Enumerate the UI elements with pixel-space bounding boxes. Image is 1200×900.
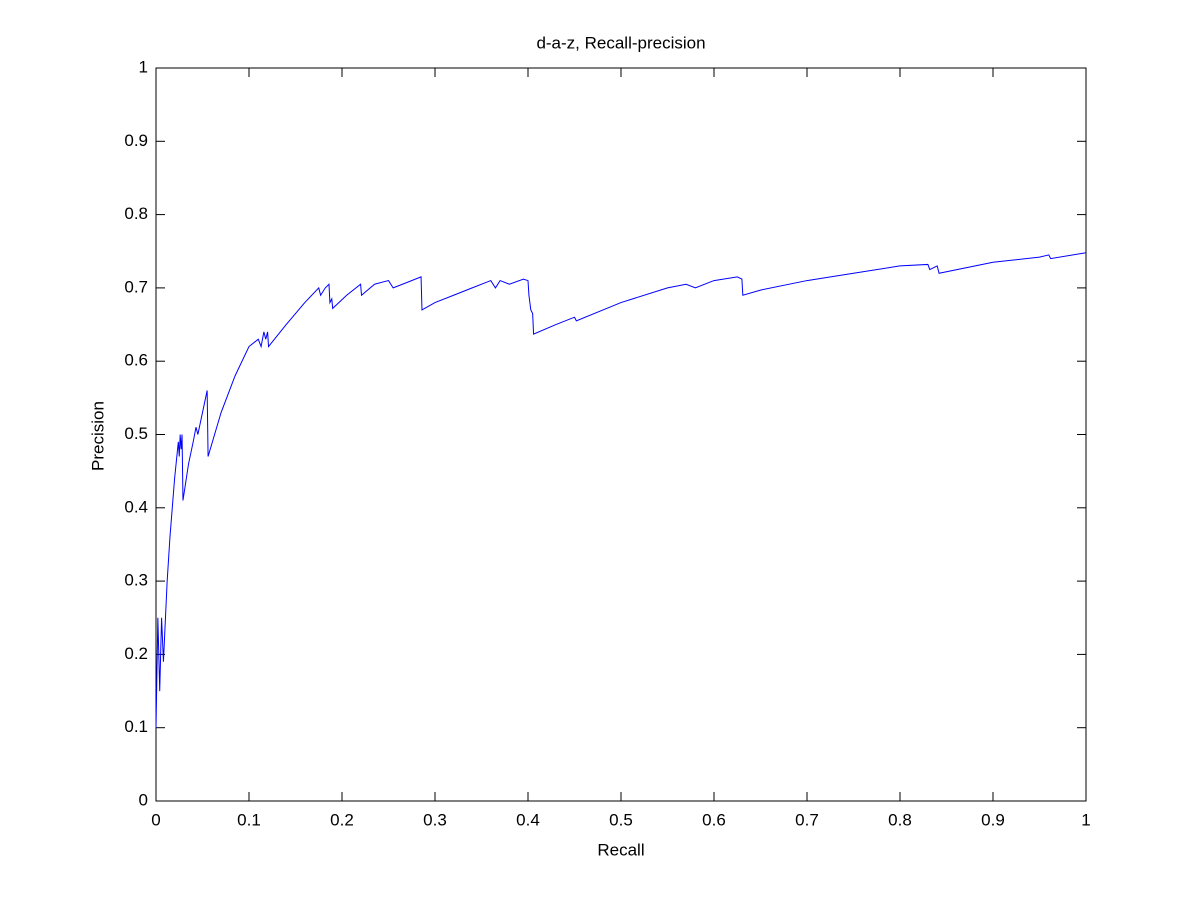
y-tick-label: 0.1 (124, 717, 148, 736)
data-line (155, 252, 1087, 728)
y-tick-label: 0.2 (124, 644, 148, 663)
plot-frame (155, 67, 1087, 802)
y-tick-label: 0.8 (124, 204, 148, 223)
x-axis-label: Recall (597, 840, 644, 859)
y-tick-label: 0 (139, 790, 148, 809)
x-tick-label: 1 (1081, 810, 1090, 829)
y-tick-label: 0.7 (124, 277, 148, 296)
chart-title: d-a-z, Recall-precision (536, 33, 705, 52)
y-tick-label: 0.9 (124, 131, 148, 150)
x-tick-label: 0.9 (981, 810, 1005, 829)
y-tick-label: 0.5 (124, 424, 148, 443)
x-tick-label: 0.8 (888, 810, 912, 829)
x-tick-label: 0.7 (795, 810, 819, 829)
x-tick-label: 0.5 (609, 810, 633, 829)
y-tick-label: 1 (139, 57, 148, 76)
x-tick-label: 0.6 (702, 810, 726, 829)
y-tick-label: 0.3 (124, 571, 148, 590)
y-tick-label: 0.6 (124, 351, 148, 370)
y-tick-label: 0.4 (124, 497, 148, 516)
x-tick-label: 0.1 (237, 810, 261, 829)
x-tick-label: 0 (151, 810, 160, 829)
x-tick-label: 0.3 (423, 810, 447, 829)
y-axis-label: Precision (88, 401, 107, 471)
x-tick-label: 0.2 (330, 810, 354, 829)
x-tick-label: 0.4 (516, 810, 540, 829)
